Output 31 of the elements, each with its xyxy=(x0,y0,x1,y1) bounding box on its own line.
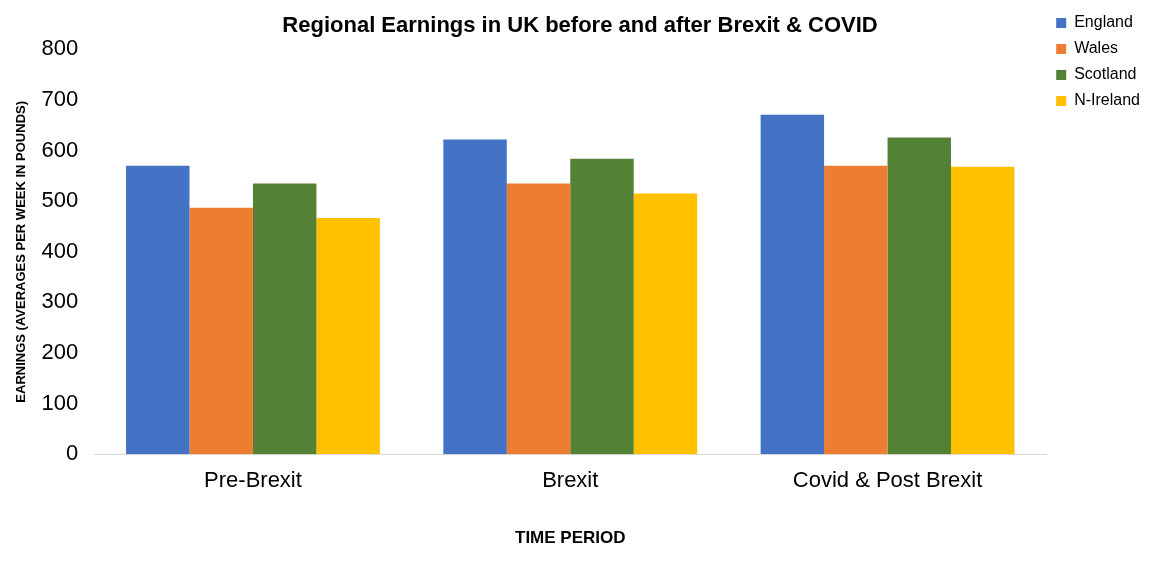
x-axis-title: TIME PERIOD xyxy=(514,528,626,548)
legend-label: N-Ireland xyxy=(1074,91,1141,109)
bar xyxy=(824,165,888,455)
x-tick-label: Brexit xyxy=(542,467,599,493)
bar xyxy=(126,165,190,455)
x-tick-label: Pre-Brexit xyxy=(204,467,302,493)
bar xyxy=(189,207,253,455)
y-tick-label: 500 xyxy=(41,187,79,213)
y-axis-title: EARNINGS (AVERAGES PER WEEK IN POUNDS) xyxy=(13,100,29,403)
bar xyxy=(506,183,571,455)
y-tick-label: 600 xyxy=(41,136,79,162)
bar xyxy=(760,114,825,455)
y-tick-label: 800 xyxy=(41,35,79,61)
legend-label: England xyxy=(1074,13,1133,31)
legend-label: Wales xyxy=(1074,39,1119,57)
legend-label: Scotland xyxy=(1074,65,1137,83)
bar xyxy=(443,139,507,455)
bar xyxy=(316,217,380,455)
y-tick-label: 700 xyxy=(41,86,79,112)
y-tick-label: 0 xyxy=(66,440,79,466)
y-tick-label: 100 xyxy=(41,389,79,415)
bar xyxy=(633,193,698,455)
y-tick-label: 300 xyxy=(41,288,79,314)
y-tick-label: 200 xyxy=(41,339,79,365)
bar xyxy=(951,166,1015,455)
bar xyxy=(570,158,634,455)
chart-title: Regional Earnings in UK before and after Brexit & COVID xyxy=(282,12,878,38)
y-tick-label: 400 xyxy=(41,237,79,263)
bar xyxy=(887,137,952,455)
x-tick-label: Covid & Post Brexit xyxy=(792,467,983,493)
bar xyxy=(252,183,317,455)
